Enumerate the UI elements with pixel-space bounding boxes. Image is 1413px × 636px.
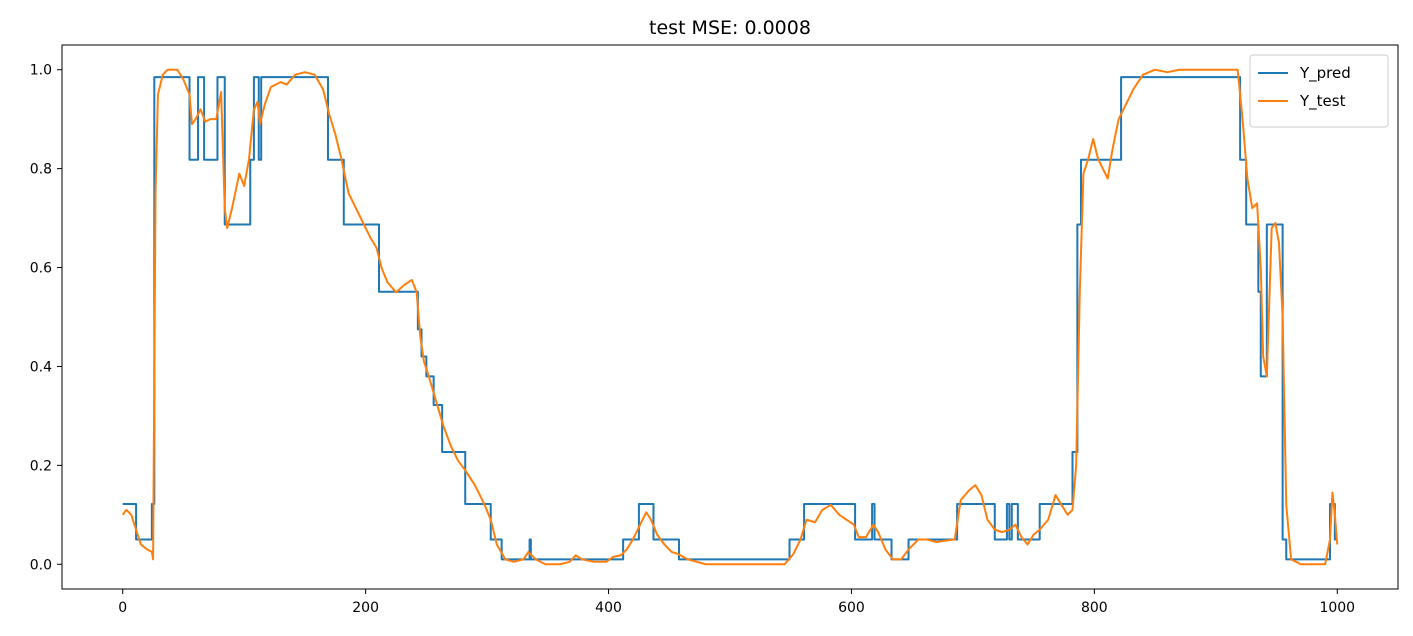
y-tick-label: 0.0 [30, 557, 52, 573]
series-lines [121, 68, 1339, 566]
y-tick-label: 1.0 [30, 63, 52, 79]
x-tick-label: 1000 [1319, 600, 1355, 616]
legend-label: Y_pred [1299, 64, 1351, 83]
y-tick-label: 0.6 [30, 261, 52, 277]
y-tick-label: 0.2 [30, 458, 52, 474]
y-tick-label: 0.8 [30, 162, 52, 178]
x-tick-label: 200 [352, 600, 379, 616]
chart-title: test MSE: 0.0008 [649, 17, 811, 39]
legend: Y_pred Y_test [1249, 54, 1389, 128]
plot-area [62, 45, 1398, 589]
x-tick-label: 600 [838, 600, 865, 616]
x-tick-label: 0 [118, 600, 127, 616]
x-tick-label: 400 [595, 600, 622, 616]
y-tick-label: 0.4 [30, 359, 52, 375]
axes-frame [61, 44, 1399, 590]
legend-label: Y_test [1299, 92, 1346, 111]
x-tick-label: 800 [1081, 600, 1108, 616]
plot-background [62, 45, 1398, 589]
axes: 0 200 400 600 800 1000 0.0 0.2 0.4 0.6 0.8 1.0 [30, 44, 1399, 616]
series-line-y-test [121, 68, 1339, 566]
